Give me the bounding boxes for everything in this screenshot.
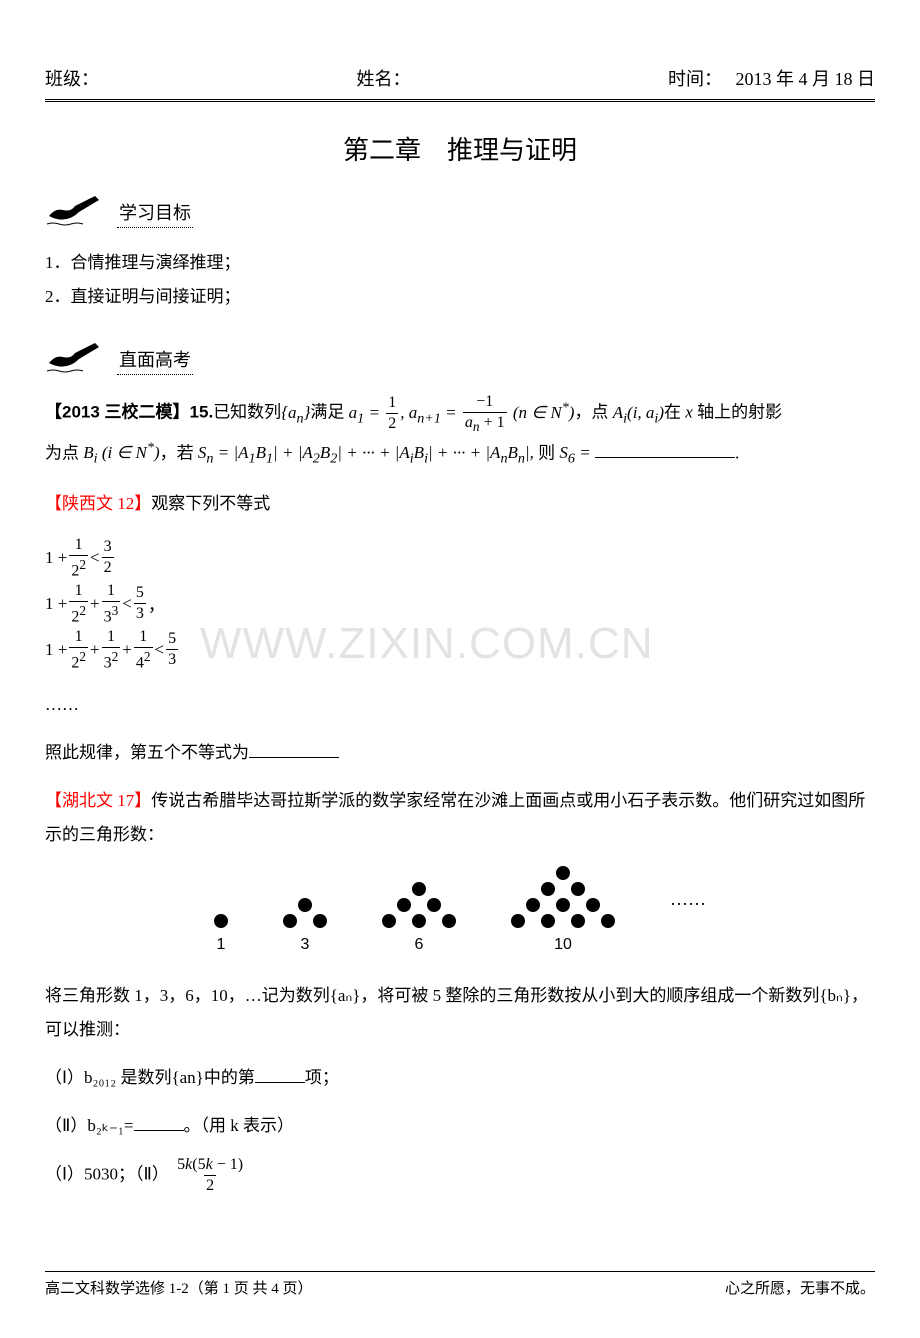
date-label: 时间： bbox=[668, 69, 722, 89]
p1-formula1: a1 = bbox=[349, 403, 385, 422]
p2-end: 照此规律，第五个不等式为 bbox=[45, 743, 249, 762]
p2-conclusion: 照此规律，第五个不等式为 bbox=[45, 736, 875, 770]
tri-2-label: 3 bbox=[301, 936, 310, 954]
p3-i: （Ⅰ）b₂₀₁₂ 是数列{an}中的第 bbox=[45, 1068, 255, 1087]
chapter-title: 第二章 推理与证明 bbox=[45, 130, 875, 167]
blank-answer-2 bbox=[249, 741, 339, 758]
tri-ellipsis: …… bbox=[670, 889, 706, 930]
p1-text3: ，点 bbox=[574, 403, 608, 422]
tri-2: 3 bbox=[283, 898, 327, 954]
tri-4: 10 bbox=[511, 866, 615, 954]
p3-ii-end: 。（用 k 表示） bbox=[184, 1116, 295, 1135]
watermark: WWW.ZIXIN.COM.CN bbox=[200, 619, 654, 669]
pen-hand-icon bbox=[45, 339, 107, 375]
frac-half: 12 bbox=[386, 395, 398, 432]
ans-frac: 5k(5k − 1)2 bbox=[175, 1157, 245, 1194]
pen-hand-icon bbox=[45, 192, 107, 228]
problem-3: 【湖北文 17】传说古希腊毕达哥拉斯学派的数学家经常在沙滩上面画点或用小石子表示… bbox=[45, 784, 875, 852]
p1-text1: 已知数列 bbox=[213, 403, 281, 422]
blank-answer-4 bbox=[134, 1114, 184, 1131]
header-row: 班级： 姓名： 时间： 2013 年 4 月 18 日 bbox=[45, 65, 875, 102]
tri-3: 6 bbox=[382, 882, 456, 954]
dots-line: …… bbox=[45, 688, 875, 722]
p1-text5: 轴上的射影 bbox=[697, 403, 782, 422]
section-exam-label: 直面高考 bbox=[117, 350, 193, 375]
triangle-figures: 1 3 6 10 …… bbox=[45, 866, 875, 954]
p3-part2: （Ⅱ）b₂ₖ₋₁= 。（用 k 表示） bbox=[45, 1109, 875, 1143]
blank-answer-1 bbox=[595, 441, 735, 458]
p3-i-end: 项； bbox=[305, 1068, 339, 1087]
p3-ans: （Ⅰ）5030；（Ⅱ） bbox=[45, 1164, 169, 1183]
goal-2: 2．直接证明与间接证明； bbox=[45, 280, 875, 314]
class-label: 班级： bbox=[45, 65, 99, 91]
p1-text4: 在 bbox=[664, 403, 681, 422]
p3-text: 传说古希腊毕达哥拉斯学派的数学家经常在沙滩上面画点或用小石子表示数。他们研究过如… bbox=[45, 791, 865, 844]
ineq-1: 1 + 122 < 32 bbox=[45, 535, 875, 581]
p1-text2: 满足 bbox=[310, 403, 344, 422]
p3-body: 将三角形数 1，3，6，10，…记为数列{aₙ}，将可被 5 整除的三角形数按从… bbox=[45, 979, 875, 1047]
p1-text7: ，若 bbox=[160, 443, 194, 462]
p2-tag: 【陕西文 12】 bbox=[45, 494, 151, 513]
section-goals: 学习目标 bbox=[45, 192, 875, 228]
p3-answers: （Ⅰ）5030；（Ⅱ） 5k(5k − 1)2 bbox=[45, 1157, 875, 1194]
date-value: 2013 年 4 月 18 日 bbox=[736, 69, 876, 89]
p3-ii: （Ⅱ）b₂ₖ₋₁= bbox=[45, 1116, 134, 1135]
problem-2: 【陕西文 12】观察下列不等式 bbox=[45, 487, 875, 521]
p1-seq: {an} bbox=[281, 403, 310, 422]
tri-1-label: 1 bbox=[217, 936, 226, 954]
blank-answer-3 bbox=[255, 1066, 305, 1083]
footer-right: 心之所愿，无事不成。 bbox=[725, 1277, 875, 1298]
p1-tag: 【2013 三校二模】15. bbox=[45, 403, 213, 422]
p2-text: 观察下列不等式 bbox=[151, 494, 270, 513]
problem-1: 【2013 三校二模】15.已知数列{an}满足 a1 = 12, an+1 =… bbox=[45, 393, 875, 473]
date-block: 时间： 2013 年 4 月 18 日 bbox=[668, 65, 875, 91]
page-footer: 高二文科数学选修 1-2（第 1 页 共 4 页） 心之所愿，无事不成。 bbox=[45, 1271, 875, 1298]
footer-left: 高二文科数学选修 1-2（第 1 页 共 4 页） bbox=[45, 1277, 313, 1298]
p3-tag: 【湖北文 17】 bbox=[45, 791, 151, 810]
p1-text8: 则 bbox=[538, 443, 555, 462]
section-goals-label: 学习目标 bbox=[117, 203, 193, 228]
p1-text6: 为点 bbox=[45, 443, 79, 462]
goal-1: 1．合情推理与演绎推理； bbox=[45, 246, 875, 280]
section-exam: 直面高考 bbox=[45, 339, 875, 375]
frac-rec: −1an + 1 bbox=[463, 394, 507, 434]
tri-1: 1 bbox=[214, 914, 228, 954]
p3-part1: （Ⅰ）b₂₀₁₂ 是数列{an}中的第 项； bbox=[45, 1061, 875, 1095]
goal-list: 1．合情推理与演绎推理； 2．直接证明与间接证明； bbox=[45, 246, 875, 314]
tri-3-label: 6 bbox=[415, 936, 424, 954]
inequality-block: 1 + 122 < 32 1 + 122 + 133 < 53 ， 1 + 12… bbox=[45, 535, 875, 673]
tri-4-label: 10 bbox=[554, 936, 572, 954]
name-label: 姓名： bbox=[357, 65, 411, 91]
